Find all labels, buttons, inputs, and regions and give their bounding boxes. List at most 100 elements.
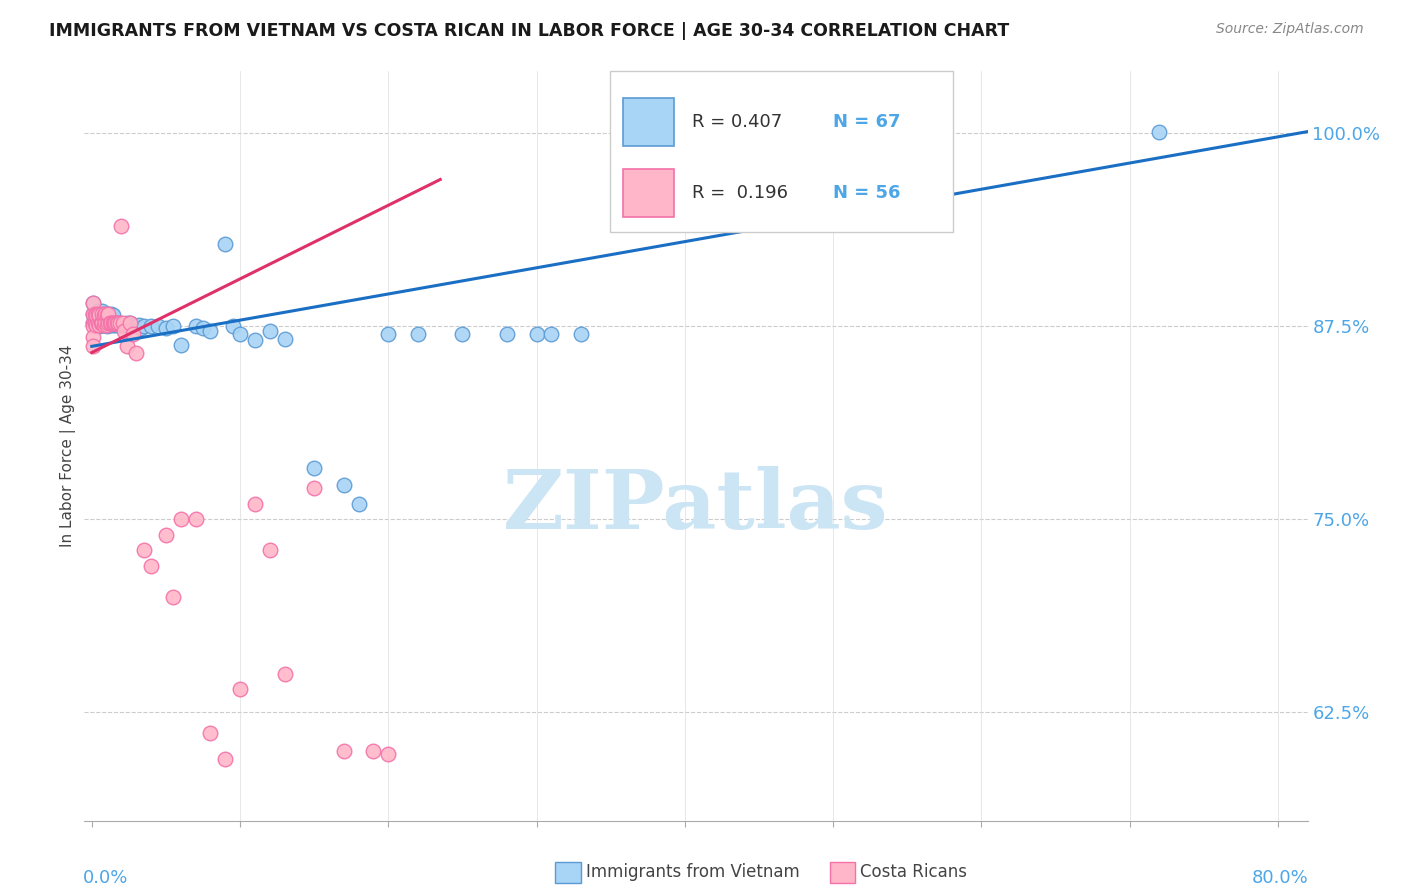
Point: [101, 309, 124, 323]
Point: [148, 319, 170, 334]
Text: 0.0%: 0.0%: [83, 870, 128, 888]
Point: [90, 307, 112, 321]
Point: [112, 324, 135, 338]
Point: [451, 326, 474, 341]
Text: R = 0.407: R = 0.407: [692, 113, 783, 131]
Point: [89, 318, 111, 332]
Point: [97, 316, 120, 330]
Point: [96, 309, 118, 323]
Point: [94, 316, 117, 330]
Point: [259, 543, 281, 558]
Point: [100, 316, 122, 330]
Point: [110, 318, 132, 332]
Point: [82, 330, 104, 344]
Point: [82, 307, 104, 321]
Point: [110, 219, 132, 233]
FancyBboxPatch shape: [610, 71, 953, 233]
Point: [83, 316, 105, 330]
Point: [128, 318, 150, 332]
Point: [101, 318, 124, 332]
Point: [105, 316, 128, 330]
Point: [91, 315, 114, 329]
Point: [155, 528, 177, 542]
Point: [98, 318, 121, 332]
Text: Costa Ricans: Costa Ricans: [860, 863, 967, 881]
Point: [96, 309, 118, 323]
Point: [1149, 125, 1171, 139]
Text: 80.0%: 80.0%: [1253, 870, 1309, 888]
Point: [84, 319, 107, 334]
Point: [89, 309, 111, 323]
Point: [406, 326, 429, 341]
Point: [93, 318, 115, 332]
Point: [125, 345, 148, 359]
Point: [82, 339, 104, 353]
Point: [569, 326, 592, 341]
Point: [108, 316, 131, 330]
Point: [122, 318, 145, 332]
Point: [86, 316, 108, 330]
Point: [132, 543, 155, 558]
Point: [82, 319, 104, 334]
Text: IMMIGRANTS FROM VIETNAM VS COSTA RICAN IN LABOR FORCE | AGE 30-34 CORRELATION CH: IMMIGRANTS FROM VIETNAM VS COSTA RICAN I…: [49, 22, 1010, 40]
Point: [98, 309, 121, 323]
Point: [120, 316, 142, 330]
Point: [93, 309, 115, 323]
Point: [122, 326, 145, 341]
Point: [94, 307, 117, 321]
Point: [108, 316, 131, 330]
Point: [184, 512, 207, 526]
Point: [93, 318, 115, 332]
Point: [377, 326, 399, 341]
Point: [96, 319, 118, 334]
Point: [97, 307, 120, 321]
Text: Immigrants from Vietnam: Immigrants from Vietnam: [586, 863, 800, 881]
Point: [377, 747, 399, 762]
Point: [107, 316, 129, 330]
Point: [103, 316, 125, 330]
Point: [162, 319, 184, 334]
Point: [104, 318, 127, 332]
Point: [162, 590, 184, 604]
Text: N = 56: N = 56: [832, 184, 900, 202]
Point: [98, 316, 121, 330]
Text: N = 67: N = 67: [832, 113, 900, 131]
Point: [82, 296, 104, 310]
Point: [91, 316, 114, 330]
Point: [191, 321, 214, 335]
Point: [221, 319, 243, 334]
Point: [82, 307, 104, 321]
Point: [200, 725, 222, 739]
Point: [94, 316, 117, 330]
Point: [97, 307, 120, 321]
Point: [155, 321, 177, 335]
Point: [101, 316, 124, 330]
Point: [117, 339, 139, 353]
Point: [229, 326, 252, 341]
Point: [97, 316, 120, 330]
Point: [86, 303, 108, 318]
Point: [526, 326, 548, 341]
Point: [82, 316, 104, 330]
Point: [100, 316, 122, 330]
Point: [105, 316, 128, 330]
FancyBboxPatch shape: [623, 169, 673, 218]
Point: [170, 338, 193, 352]
Text: ZIPatlas: ZIPatlas: [503, 466, 889, 546]
Point: [139, 319, 162, 334]
Point: [302, 482, 325, 496]
Point: [214, 752, 236, 766]
Point: [229, 682, 252, 697]
Point: [94, 307, 117, 321]
Point: [90, 318, 112, 332]
Y-axis label: In Labor Force | Age 30-34: In Labor Force | Age 30-34: [60, 344, 76, 548]
Point: [89, 309, 111, 323]
Point: [107, 318, 129, 332]
Point: [82, 316, 104, 330]
Point: [83, 307, 105, 321]
Point: [243, 497, 266, 511]
Point: [259, 324, 281, 338]
Point: [125, 319, 148, 334]
Point: [273, 332, 295, 346]
Point: [89, 319, 111, 334]
